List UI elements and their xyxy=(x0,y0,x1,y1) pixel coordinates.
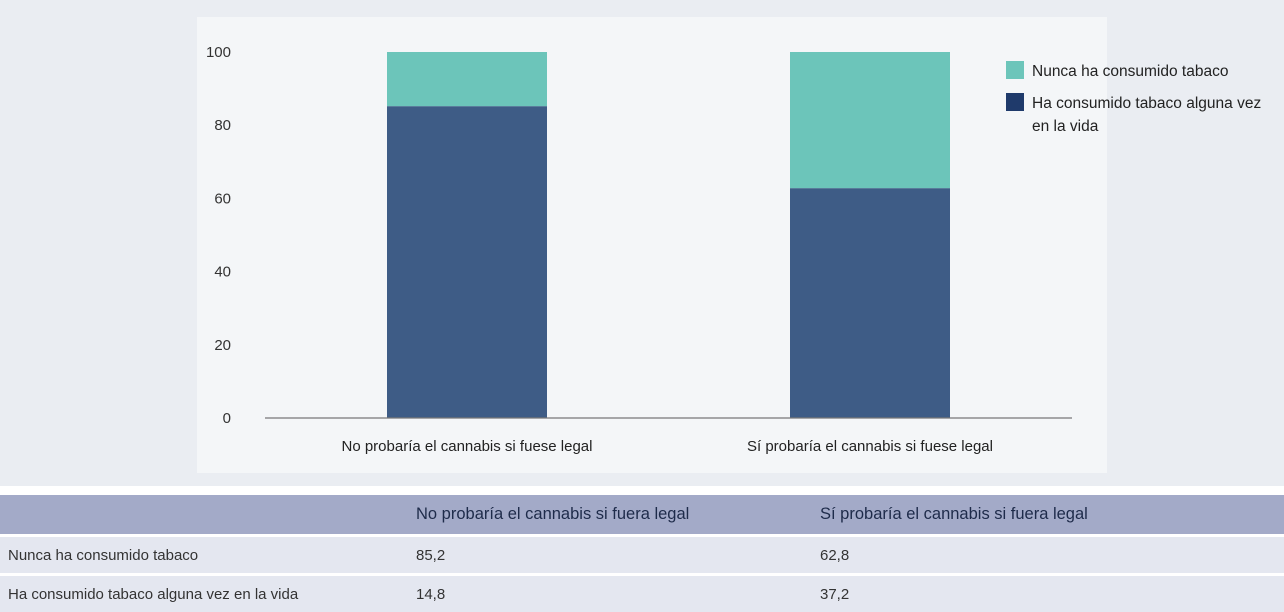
y-tick-label: 20 xyxy=(214,337,231,354)
bar-segment-ever-smoked xyxy=(790,188,950,418)
legend-item-ever: Ha consumido tabaco alguna vez en la vid… xyxy=(1006,92,1278,138)
table-row-label: Ha consumido tabaco alguna vez en la vid… xyxy=(0,573,408,612)
table-row: Nunca ha consumido tabaco 85,2 62,8 xyxy=(0,534,1284,573)
bar-segment-ever-smoked xyxy=(387,106,547,418)
chart-legend: Nunca ha consumido tabaco Ha consumido t… xyxy=(1006,60,1278,147)
chart-panel: 0 20 40 60 80 100 No probaría el cannabis si f… xyxy=(0,0,1284,486)
legend-swatch-never xyxy=(1006,61,1024,79)
y-tick-label: 60 xyxy=(214,190,231,207)
table-row: Ha consumido tabaco alguna vez en la vid… xyxy=(0,573,1284,612)
legend-label-ever: Ha consumido tabaco alguna vez en la vid… xyxy=(1032,95,1262,135)
legend-swatch-ever xyxy=(1006,93,1024,111)
table-cell: 85,2 xyxy=(408,534,812,573)
y-tick-label: 40 xyxy=(214,264,231,281)
table-cell: 62,8 xyxy=(812,534,1284,573)
legend-item-never: Nunca ha consumido tabaco xyxy=(1006,60,1278,83)
table-header-row: No probaría el cannabis si fuera legal S… xyxy=(0,495,1284,534)
y-tick-label: 0 xyxy=(223,410,231,427)
bar-segment-never-smoked xyxy=(387,52,547,107)
chart-area: 0 20 40 60 80 100 No probaría el cannabis si f… xyxy=(197,17,1107,473)
table-cell: 14,8 xyxy=(408,573,812,612)
stacked-bar-chart: 0 20 40 60 80 100 No probaría el cannabis si f… xyxy=(206,44,1072,455)
table-header-yes: Sí probaría el cannabis si fuera legal xyxy=(820,505,1088,523)
y-tick-label: 80 xyxy=(214,117,231,134)
y-tick-label: 100 xyxy=(206,44,231,61)
legend-label-never: Nunca ha consumido tabaco xyxy=(1032,63,1229,80)
table-cell: 37,2 xyxy=(812,573,1284,612)
bar-segment-never-smoked xyxy=(790,52,950,189)
data-table: No probaría el cannabis si fuera legal S… xyxy=(0,495,1284,612)
x-category-label: No probaría el cannabis si fuese legal xyxy=(342,438,593,455)
table-header-empty xyxy=(0,495,408,534)
x-category-label: Sí probaría el cannabis si fuese legal xyxy=(747,438,993,455)
table-header-no: No probaría el cannabis si fuera legal xyxy=(416,505,690,523)
table-row-label: Nunca ha consumido tabaco xyxy=(0,534,408,573)
